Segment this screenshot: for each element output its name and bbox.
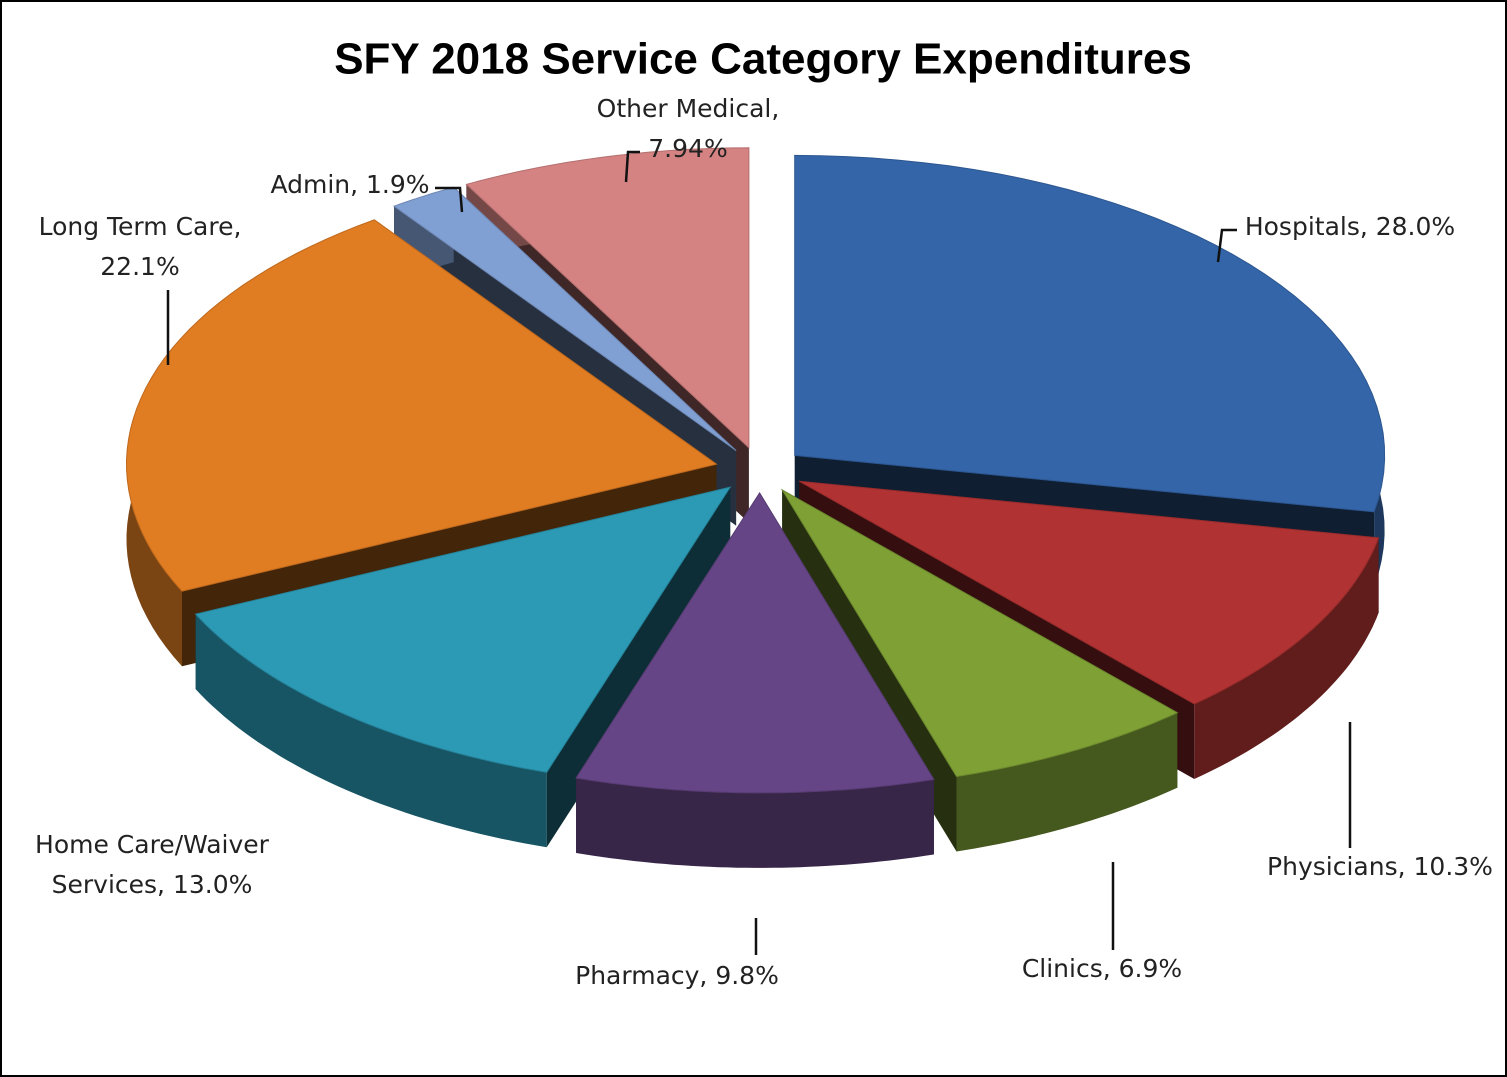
slice xyxy=(465,147,750,449)
slice-side xyxy=(195,614,547,848)
data-label: Other Medical, xyxy=(597,94,780,123)
slice xyxy=(392,186,737,452)
labels: Hospitals, 28.0% Physicians, 10.3% Clinics… xyxy=(35,94,1493,990)
pie xyxy=(125,147,1386,868)
data-label: Admin, 1.9% xyxy=(270,170,429,199)
leader-line xyxy=(624,150,640,183)
slice-side xyxy=(576,778,934,868)
slice xyxy=(798,480,1380,705)
data-label: Long Term Care, xyxy=(39,212,242,241)
slice xyxy=(575,491,935,794)
slice xyxy=(794,154,1386,513)
data-label: Hospitals, 28.0% xyxy=(1245,212,1455,241)
data-label: Services, 13.0% xyxy=(52,870,253,899)
data-label: 22.1% xyxy=(100,252,179,281)
slice xyxy=(194,486,732,773)
data-label: Physicians, 10.3% xyxy=(1267,852,1493,881)
leader-line xyxy=(435,186,464,213)
slice-side xyxy=(1194,537,1379,779)
data-label: Home Care/Waiver xyxy=(35,830,270,859)
leader-line xyxy=(1216,228,1237,263)
slice-side xyxy=(956,712,1178,852)
data-label: Pharmacy, 9.8% xyxy=(575,961,779,990)
data-label: Clinics, 6.9% xyxy=(1022,954,1182,983)
slice xyxy=(125,219,718,592)
data-label: 7.94% xyxy=(648,134,727,163)
slice xyxy=(780,488,1179,778)
chart-title: SFY 2018 Service Category Expenditures xyxy=(334,35,1192,84)
